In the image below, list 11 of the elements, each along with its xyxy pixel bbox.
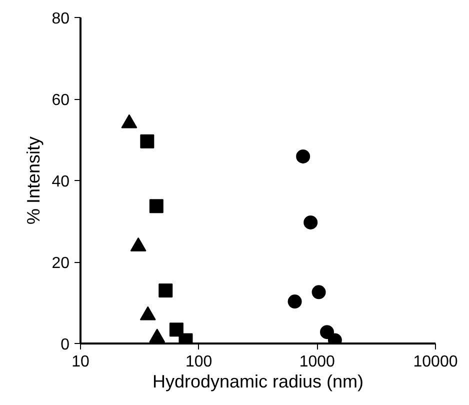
x-tick-label: 100 <box>185 354 212 370</box>
x-axis-title: Hydrodynamic radius (nm) <box>152 372 364 392</box>
y-tick-label: 0 <box>60 336 70 354</box>
x-tick-label: 1000 <box>299 354 336 370</box>
y-tick-label: 20 <box>52 255 70 272</box>
y-tick-label: 40 <box>52 174 70 190</box>
y-axis-title: % Intensity <box>24 136 44 225</box>
x-tick-label: 10 <box>72 354 90 370</box>
x-tick-label: 10000 <box>413 354 458 370</box>
y-tick-label: 60 <box>52 92 70 109</box>
y-tick-label: 80 <box>52 10 70 28</box>
